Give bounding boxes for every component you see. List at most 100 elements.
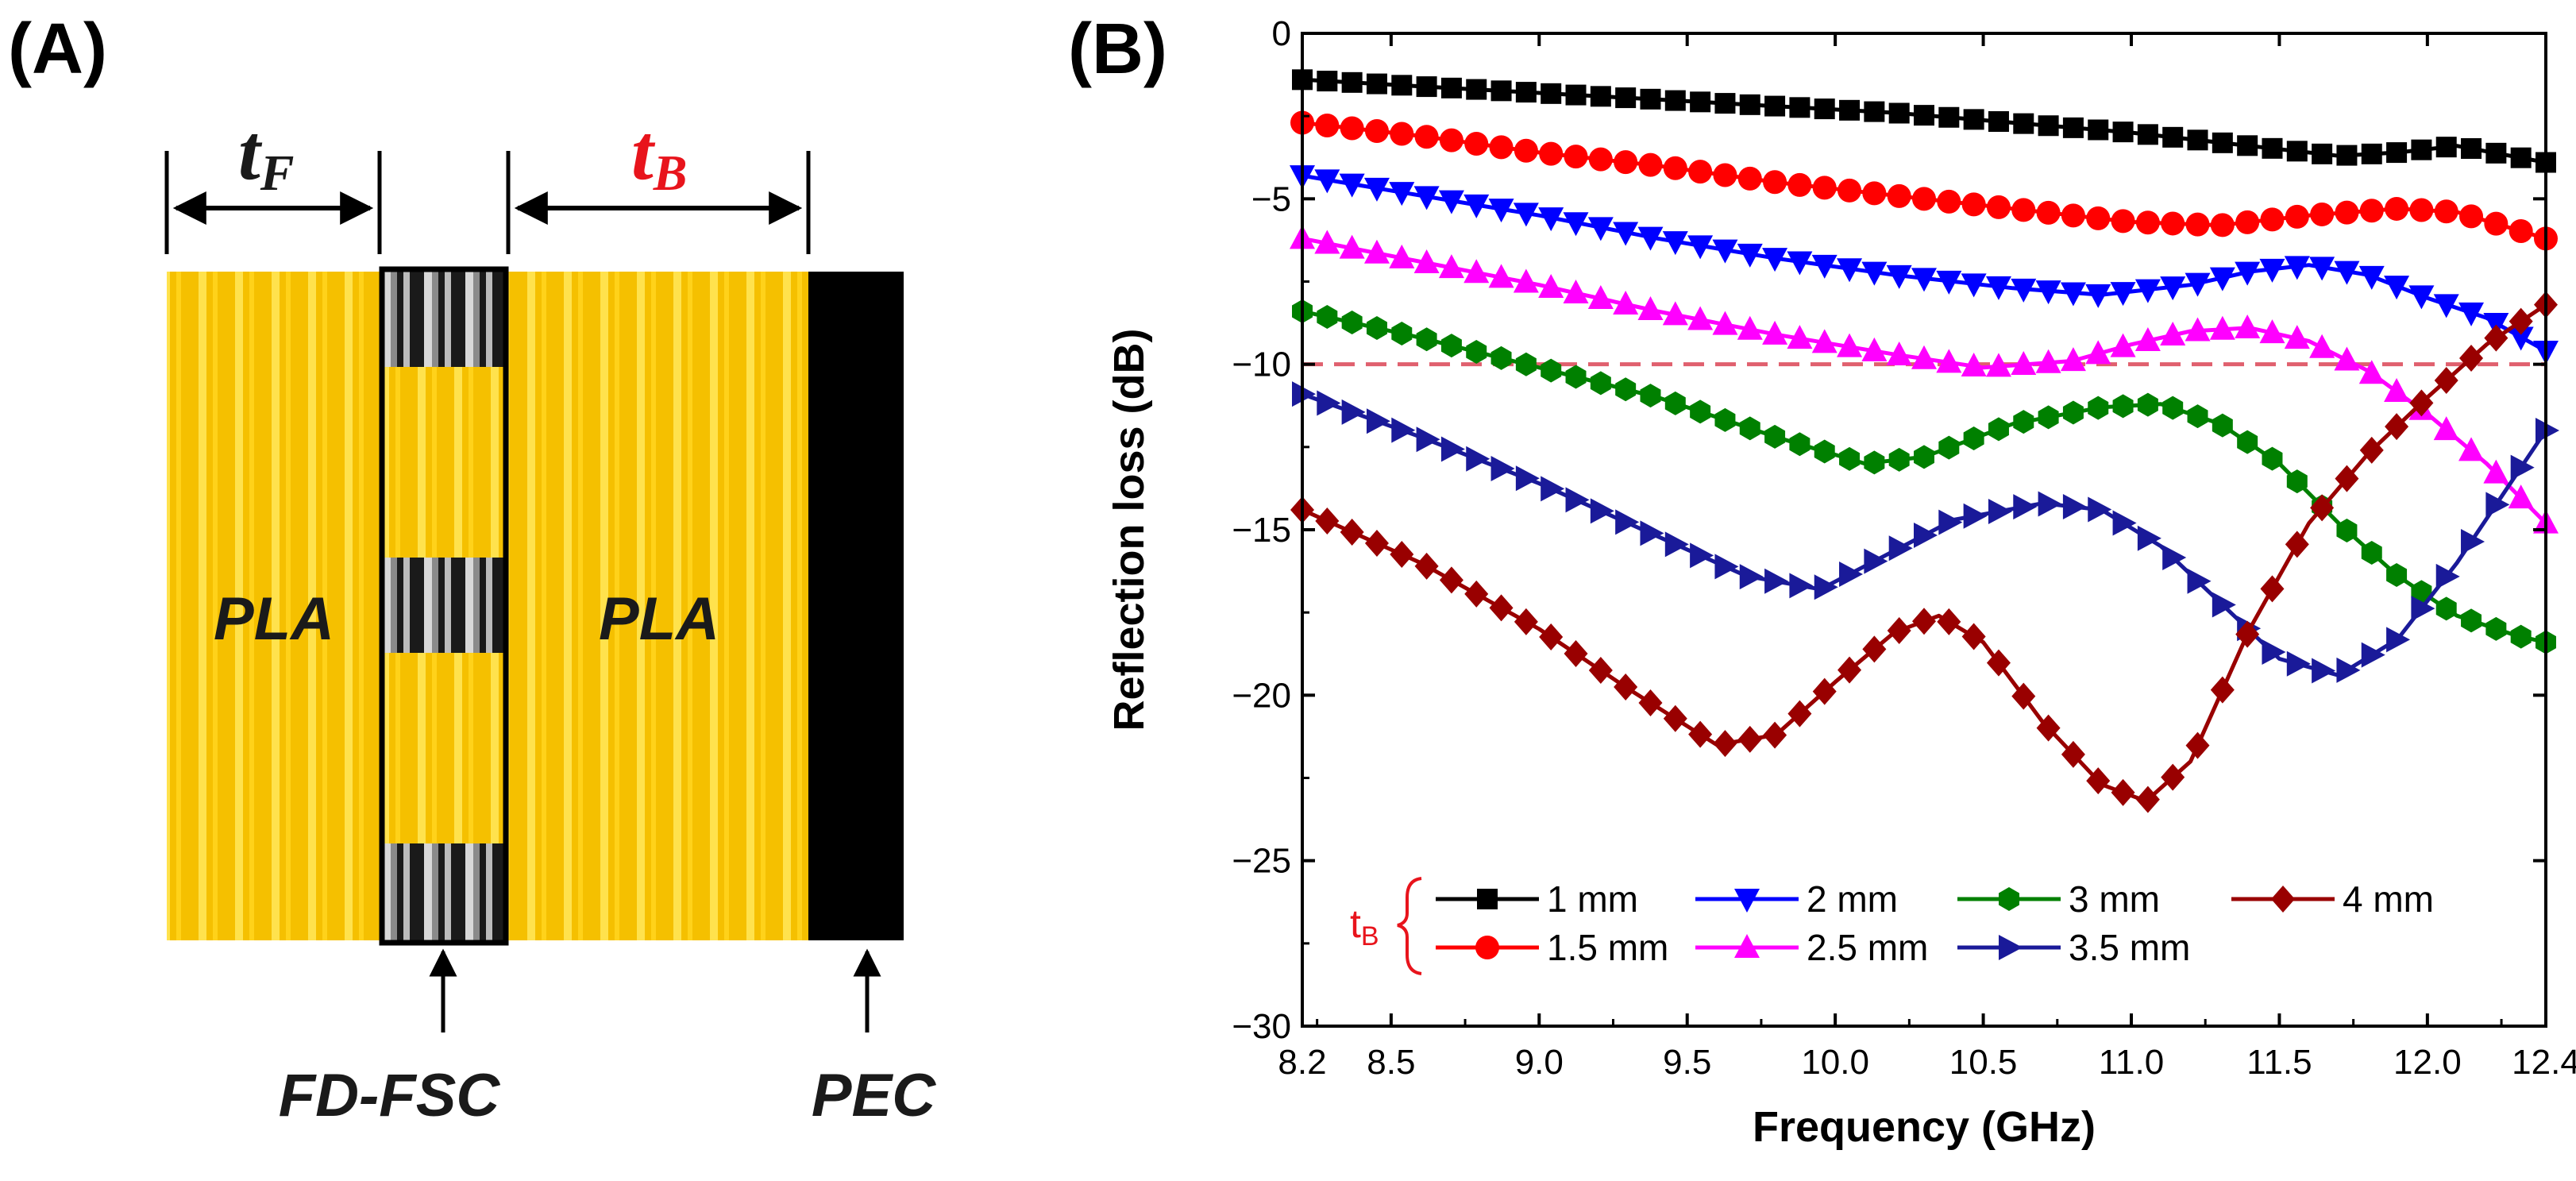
data-point — [1937, 608, 1961, 635]
data-point — [1739, 94, 1760, 115]
data-point — [2485, 142, 2507, 164]
data-point — [1862, 181, 1887, 206]
data-point — [1416, 76, 1437, 98]
data-point — [2336, 519, 2358, 542]
data-point — [1515, 352, 1537, 376]
data-point — [1539, 623, 1564, 650]
data-point — [1538, 274, 1564, 298]
y-tick-label: −10 — [1232, 345, 1291, 384]
data-point — [2185, 731, 2210, 759]
data-point — [1963, 503, 1988, 529]
data-point — [1638, 152, 1663, 177]
data-point — [2185, 212, 2210, 237]
data-point — [2112, 394, 2134, 419]
data-point — [2409, 198, 2434, 222]
data-point — [1315, 508, 1340, 535]
data-point — [2013, 494, 2038, 520]
data-point — [2112, 510, 2137, 536]
data-point — [2162, 126, 2184, 148]
data-point — [2137, 124, 2158, 145]
data-point — [1466, 446, 1490, 472]
data-point — [1366, 408, 1390, 434]
data-point — [1963, 109, 1984, 130]
data-point — [2088, 496, 2112, 523]
data-point — [1713, 163, 1737, 187]
legend-item: 1 mm — [1436, 878, 1638, 920]
data-point — [1888, 535, 1913, 562]
panel-a: (A) tF tB PLA PLA — [8, 10, 936, 1129]
data-point — [1640, 520, 1664, 546]
data-point — [1590, 86, 1611, 107]
data-point — [1662, 231, 1688, 256]
data-point — [2510, 147, 2532, 168]
data-point — [1615, 377, 1637, 402]
data-point — [1539, 141, 1564, 166]
data-point — [2110, 282, 2136, 307]
data-point — [2309, 257, 2335, 281]
data-point — [1565, 84, 1587, 106]
data-point — [2260, 207, 2285, 232]
panel-b: (B) 8.2 8.5 9.0 9.5 10.0 10.5 11.0 11.5 12.0 12.4… — [1068, 10, 2576, 1151]
data-point — [2359, 436, 2384, 464]
x-tick-label: 10.5 — [1949, 1043, 2018, 1082]
data-point — [2312, 658, 2336, 684]
data-point — [1986, 649, 2011, 677]
data-point — [2286, 650, 2311, 677]
data-point — [2259, 258, 2285, 283]
data-point — [2209, 267, 2235, 291]
data-point — [2187, 568, 2212, 594]
data-point — [1737, 315, 1763, 340]
data-point — [1713, 730, 1737, 758]
y-axis-title: Reflection loss (dB) — [1105, 328, 1153, 731]
pec-label: PEC — [812, 1062, 936, 1129]
data-point — [1886, 342, 1912, 366]
data-point — [2284, 256, 2310, 280]
data-point — [1811, 329, 1838, 353]
legend-brace — [1397, 877, 1422, 975]
tb-sub: B — [653, 145, 688, 201]
data-point — [1988, 498, 2012, 524]
data-point — [1662, 301, 1688, 326]
y-tick-label: −15 — [1232, 511, 1291, 550]
data-point — [2461, 138, 2482, 159]
x-tick-label: 9.0 — [1515, 1043, 1564, 1082]
data-point — [1764, 95, 1786, 117]
data-point — [2210, 213, 2235, 237]
fsc-label: FD-FSC — [279, 1062, 501, 1129]
data-point — [1440, 77, 1462, 98]
data-point — [1663, 156, 1687, 180]
data-point — [2162, 396, 2184, 420]
data-point — [2284, 325, 2310, 349]
legend-swatch-marker — [2271, 886, 2295, 913]
data-point — [1986, 195, 2011, 219]
data-point — [1787, 251, 1813, 276]
data-point — [2036, 200, 2061, 225]
legend-swatch-marker — [1734, 934, 1760, 958]
data-point — [1914, 522, 1938, 548]
data-point — [2086, 767, 2111, 795]
data-point — [2187, 129, 2208, 151]
data-point — [2060, 347, 2086, 372]
data-point — [2483, 459, 2509, 484]
data-point — [1390, 122, 1414, 146]
data-point — [2386, 563, 2408, 587]
data-point — [2408, 285, 2435, 310]
legend-swatch-marker — [1999, 935, 2023, 960]
data-point — [2484, 211, 2509, 236]
data-point — [1414, 125, 1439, 149]
data-point — [1912, 187, 1936, 211]
data-point — [2262, 137, 2283, 159]
data-point — [1887, 616, 1911, 644]
data-point — [2361, 143, 2382, 164]
data-point — [2011, 198, 2036, 222]
tf-sub: F — [260, 145, 295, 201]
data-point — [2212, 592, 2236, 618]
y-tick-label: −20 — [1232, 676, 1291, 715]
data-point — [1864, 101, 1885, 122]
legend-swatch-marker — [1475, 936, 1499, 959]
x-tick-label: 8.2 — [1278, 1043, 1326, 1082]
data-point — [2160, 276, 2186, 301]
data-point — [1590, 498, 1614, 524]
data-point — [1438, 254, 1464, 279]
